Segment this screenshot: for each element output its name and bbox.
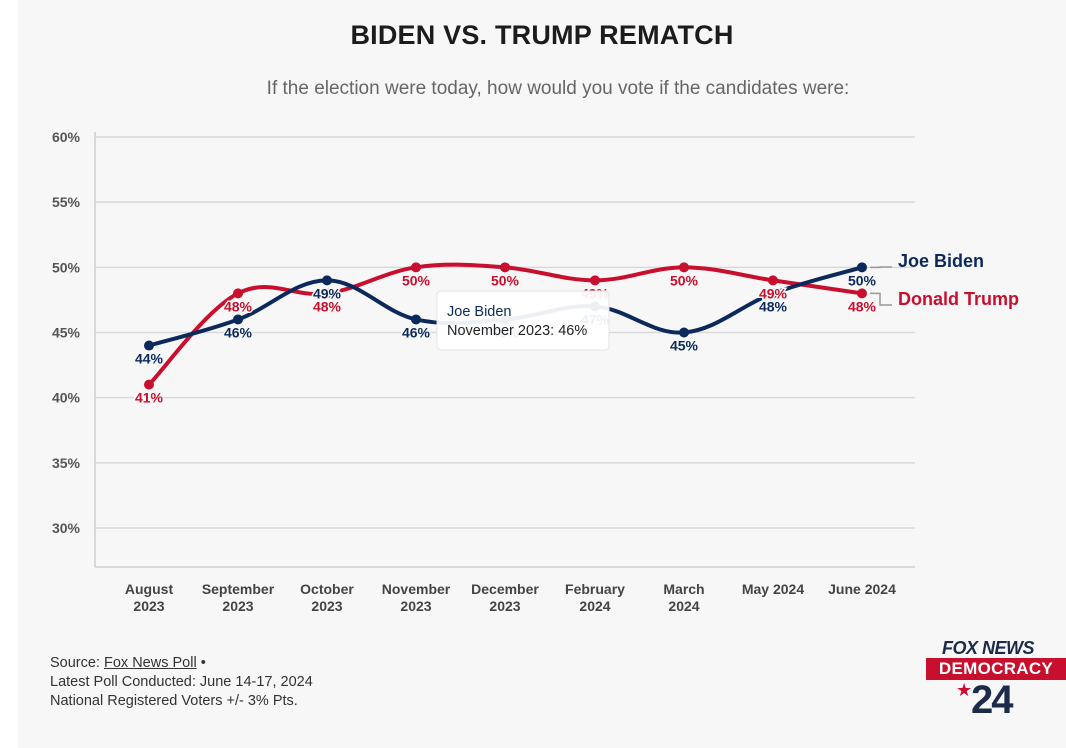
logo-fox-news: FOX NEWS xyxy=(942,638,1035,658)
biden-data-label: 46% xyxy=(402,324,431,340)
source-prefix: Source: xyxy=(50,655,104,671)
biden-point xyxy=(411,314,421,325)
y-tick-label: 40% xyxy=(52,390,81,406)
biden-point xyxy=(233,314,243,325)
source-note: Source: Fox News Poll • Latest Poll Cond… xyxy=(50,654,313,711)
y-tick-label: 35% xyxy=(52,455,81,471)
biden-data-label: 48% xyxy=(759,298,788,314)
trump-data-label: 50% xyxy=(491,272,520,288)
biden-data-label: 45% xyxy=(670,338,699,354)
y-tick-label: 60% xyxy=(52,129,81,145)
tooltip-series: Joe Biden xyxy=(447,304,512,320)
trump-data-label: 48% xyxy=(313,298,342,314)
poll-date: Latest Poll Conducted: June 14-17, 2024 xyxy=(50,674,313,690)
biden-point xyxy=(144,340,154,351)
trump-data-label: 48% xyxy=(224,298,253,314)
trump-point xyxy=(322,288,332,299)
y-tick-label: 50% xyxy=(52,259,81,275)
trump-data-label: 50% xyxy=(402,272,431,288)
legend-connector xyxy=(870,292,892,306)
x-tick-label: May 2024 xyxy=(742,581,804,597)
source-link[interactable]: Fox News Poll xyxy=(104,655,197,671)
biden-data-label: 50% xyxy=(848,272,877,288)
trump-point xyxy=(233,288,243,299)
trump-point xyxy=(411,262,421,273)
trump-point xyxy=(679,262,689,273)
trump-data-label: 48% xyxy=(848,298,877,314)
legend-donald-trump: Donald Trump xyxy=(898,289,1019,309)
tooltip-value: November 2023: 46% xyxy=(447,323,587,339)
x-tick-label: 2024 xyxy=(579,598,610,614)
x-tick-label: August xyxy=(125,581,174,597)
biden-data-label: 49% xyxy=(313,285,342,301)
chart-card xyxy=(18,0,1066,748)
x-tick-label: 2023 xyxy=(400,598,431,614)
trump-data-label: 49% xyxy=(759,285,788,301)
trump-point xyxy=(768,275,778,286)
x-tick-label: December xyxy=(471,581,539,597)
logo-24: 24 xyxy=(971,678,1013,722)
biden-point xyxy=(322,275,332,286)
x-tick-label: 2024 xyxy=(668,598,699,614)
biden-data-label: 44% xyxy=(135,351,164,367)
x-tick-label: 2023 xyxy=(311,598,342,614)
trump-data-label: 50% xyxy=(670,272,699,288)
star-icon: ★ xyxy=(956,680,973,700)
biden-point xyxy=(857,262,867,273)
biden-data-label: 46% xyxy=(224,324,253,340)
tooltip-box xyxy=(436,290,610,351)
trump-point xyxy=(144,379,154,390)
chart-subtitle: If the election were today, how would yo… xyxy=(266,78,850,99)
biden-point xyxy=(679,327,689,338)
chart-title: BIDEN VS. TRUMP REMATCH xyxy=(350,20,734,50)
line-chart: 60%55%50%45%40%35%30%August2023September… xyxy=(52,129,1019,614)
trump-point xyxy=(857,288,867,299)
x-tick-label: 2023 xyxy=(222,598,253,614)
y-tick-label: 45% xyxy=(52,325,81,341)
source-suffix: • xyxy=(196,655,206,671)
tooltip: Joe Biden November 2023: 46% xyxy=(436,290,610,351)
x-tick-label: March xyxy=(663,581,704,597)
poll-margin: National Registered Voters +/- 3% Pts. xyxy=(50,693,298,709)
x-tick-label: October xyxy=(300,581,354,597)
trump-point xyxy=(590,275,600,286)
legend-joe-biden: Joe Biden xyxy=(898,251,984,271)
y-tick-label: 55% xyxy=(52,194,81,210)
x-tick-label: 2023 xyxy=(489,598,520,614)
fox-democracy-24-logo: FOX NEWS DEMOCRACY ★ 24 xyxy=(926,636,1066,728)
x-tick-label: June 2024 xyxy=(828,581,896,597)
y-tick-label: 30% xyxy=(52,520,81,536)
trump-point xyxy=(500,262,510,273)
x-tick-label: 2023 xyxy=(133,598,164,614)
biden-point xyxy=(768,288,778,299)
trump-data-label: 41% xyxy=(135,390,164,406)
logo-democracy: DEMOCRACY xyxy=(926,658,1066,680)
x-tick-label: November xyxy=(382,581,451,597)
x-tick-label: September xyxy=(202,581,275,597)
x-tick-label: February xyxy=(565,581,625,597)
